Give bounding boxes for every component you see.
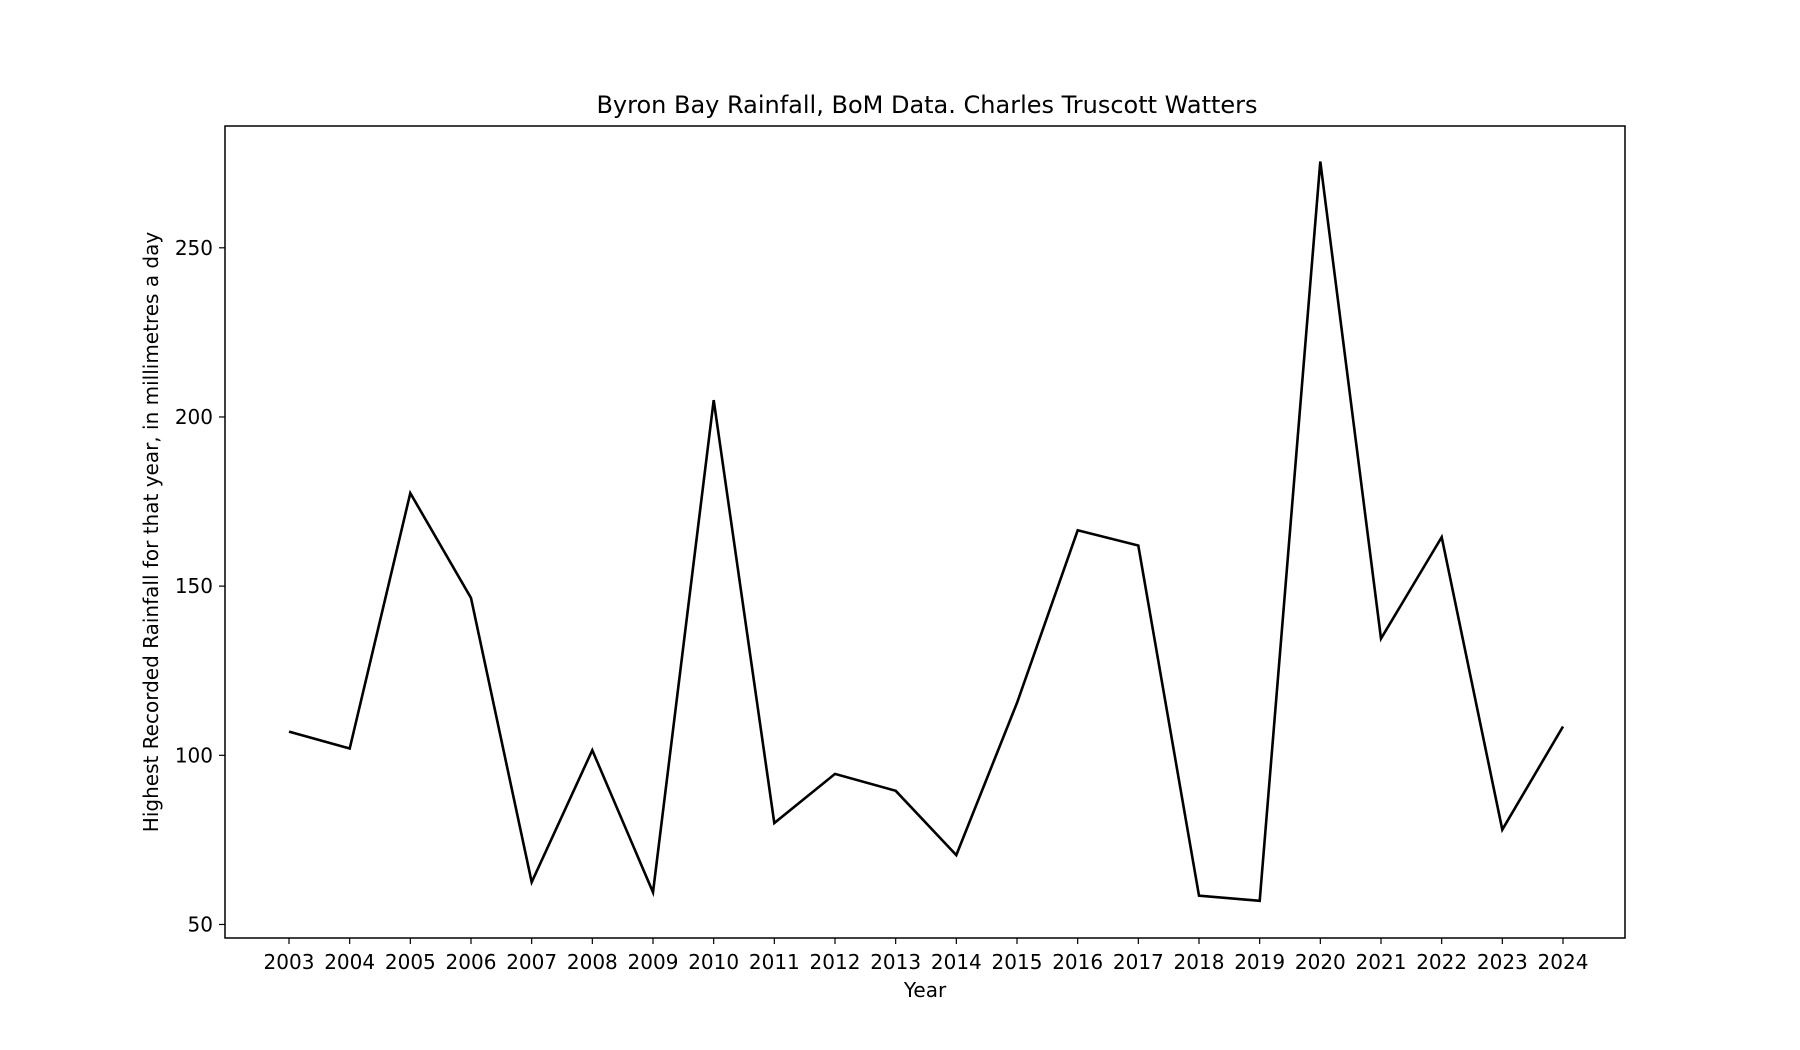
x-tick-label: 2004 — [324, 950, 375, 974]
x-axis: 2003 2004 2005 2006 2007 2008 2009 2010 2011 2012… — [264, 938, 1589, 974]
x-tick-label: 2013 — [870, 950, 921, 974]
x-tick-label: 2012 — [810, 950, 861, 974]
y-tick-label: 150 — [175, 574, 213, 598]
x-tick-label: 2024 — [1538, 950, 1589, 974]
y-axis-label: Highest Recorded Rainfall for that year,… — [139, 232, 163, 833]
y-axis: 50 100 150 200 250 — [175, 236, 225, 936]
x-tick-label: 2018 — [1174, 950, 1225, 974]
x-tick-label: 2021 — [1356, 950, 1407, 974]
y-tick-label: 250 — [175, 236, 213, 260]
x-tick-label: 2007 — [506, 950, 557, 974]
y-tick-label: 50 — [188, 912, 213, 936]
x-tick-label: 2016 — [1052, 950, 1103, 974]
x-tick-label: 2003 — [264, 950, 315, 974]
x-tick-label: 2022 — [1416, 950, 1467, 974]
x-tick-label: 2017 — [1113, 950, 1164, 974]
x-axis-label: Year — [903, 978, 947, 1002]
x-tick-label: 2014 — [931, 950, 982, 974]
x-tick-label: 2011 — [749, 950, 800, 974]
series-line — [288, 161, 1565, 903]
plot-frame — [224, 125, 1626, 939]
series-group — [288, 161, 1565, 903]
x-tick-label: 2020 — [1295, 950, 1346, 974]
x-tick-label: 2009 — [628, 950, 679, 974]
x-tick-label: 2008 — [567, 950, 618, 974]
x-tick-label: 2005 — [385, 950, 436, 974]
x-tick-label: 2023 — [1477, 950, 1528, 974]
y-tick-label: 100 — [175, 743, 213, 767]
y-tick-label: 200 — [175, 405, 213, 429]
x-tick-label: 2019 — [1234, 950, 1285, 974]
x-tick-label: 2015 — [992, 950, 1043, 974]
chart-title: Byron Bay Rainfall, BoM Data. Charles Tr… — [596, 91, 1257, 119]
x-tick-label: 2006 — [446, 950, 497, 974]
x-tick-label: 2010 — [688, 950, 739, 974]
